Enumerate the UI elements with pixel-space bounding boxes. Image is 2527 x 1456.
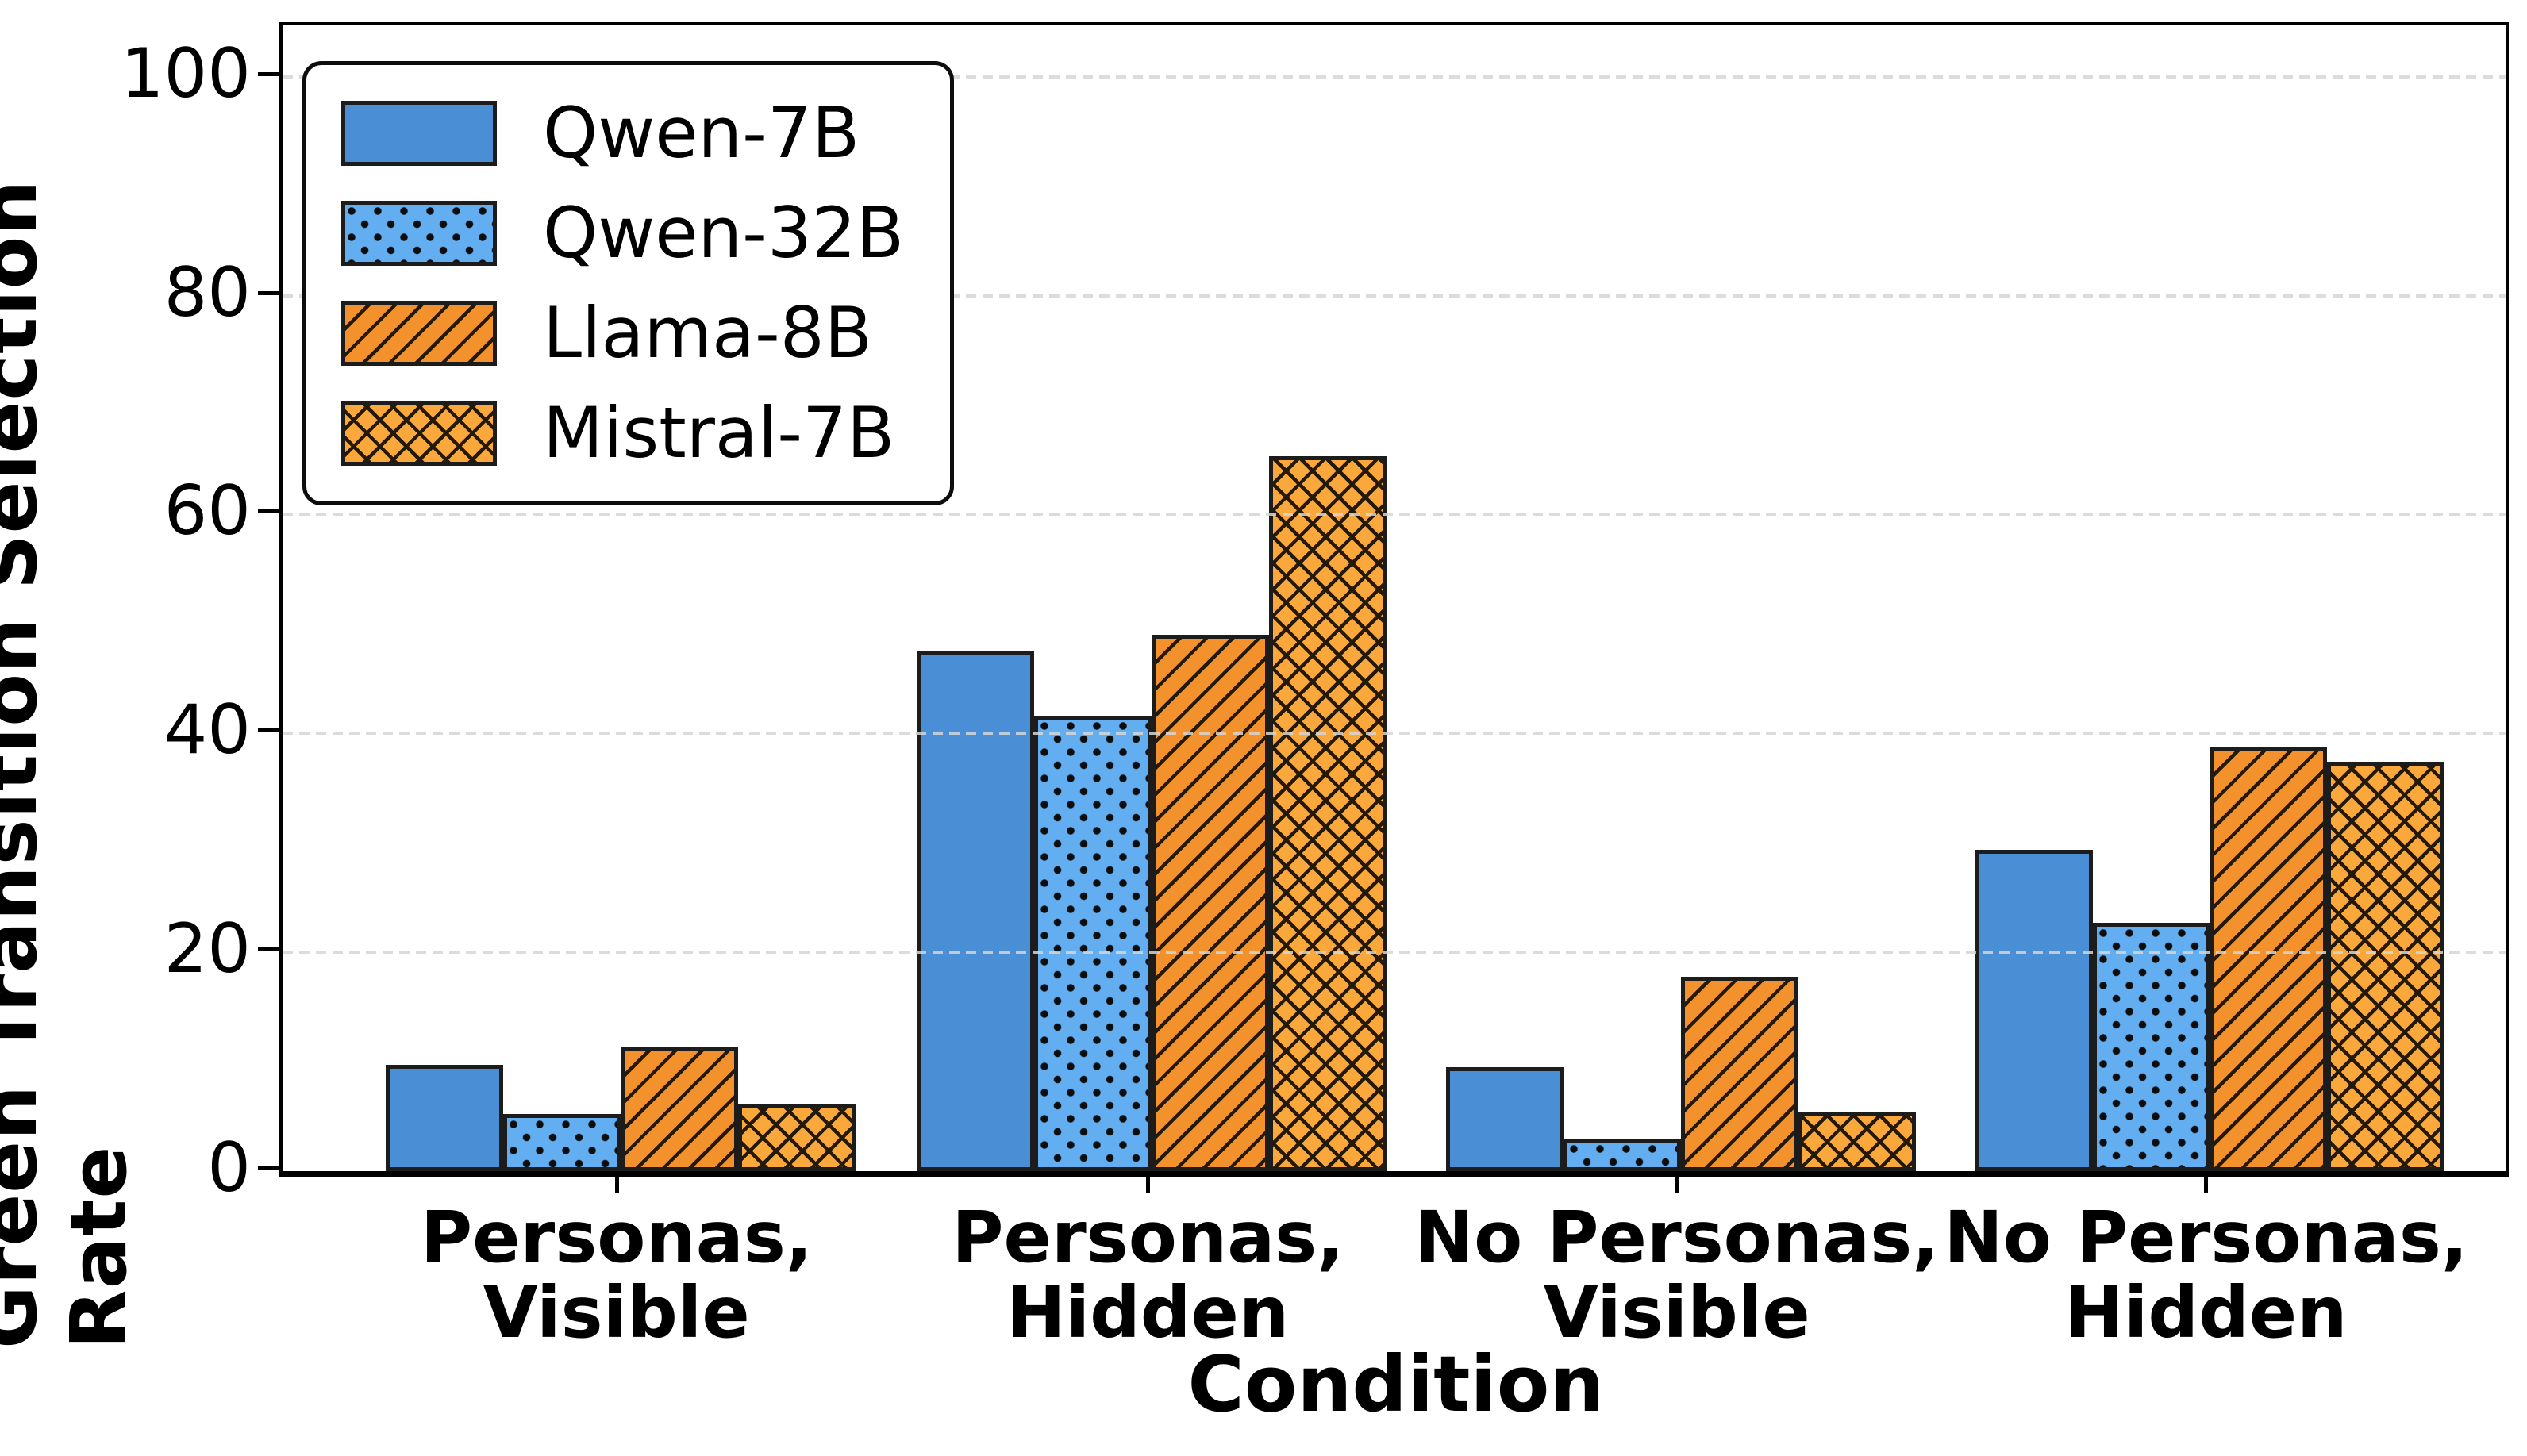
y-tick-mark-100	[258, 71, 279, 76]
y-tick-label-0: 0	[207, 1128, 251, 1208]
bar-Qwen-32B-group4	[2092, 922, 2210, 1171]
bar-Llama-8B-group2	[1152, 635, 1270, 1171]
legend-swatch-diagonal-icon	[341, 301, 497, 366]
legend-item: Qwen-7B	[341, 98, 904, 168]
legend-item: Llama-8B	[341, 298, 904, 368]
bar-Llama-8B-group3	[1680, 976, 1798, 1171]
bar-Qwen-7B-group2	[917, 651, 1035, 1171]
legend-item: Qwen-32B	[341, 198, 904, 268]
bar-Qwen-7B-group4	[1975, 849, 2093, 1171]
x-tick-mark-4	[2204, 1174, 2209, 1193]
bar-Qwen-32B-group2	[1034, 716, 1152, 1171]
bar-Qwen-7B-group1	[385, 1065, 503, 1171]
gridline-40	[283, 732, 2506, 736]
legend-swatch-crosshatch-icon	[341, 401, 497, 466]
x-tick-mark-3	[1675, 1174, 1679, 1193]
legend-label: Qwen-7B	[543, 92, 860, 174]
bar-Llama-8B-group4	[2210, 747, 2328, 1171]
gridline-60	[283, 513, 2506, 517]
y-tick-label-20: 20	[163, 909, 251, 989]
y-tick-mark-20	[258, 947, 279, 952]
legend-label: Mistral-7B	[543, 392, 895, 474]
x-tick-label-4: No Personas, Hidden	[1944, 1196, 2468, 1354]
x-tick-mark-2	[1146, 1174, 1151, 1193]
y-tick-mark-60	[258, 509, 279, 514]
x-tick-label-1: Personas, Visible	[420, 1196, 813, 1354]
x-tick-mark-1	[614, 1174, 619, 1193]
y-tick-mark-40	[258, 728, 279, 733]
y-tick-mark-80	[258, 290, 279, 295]
legend-label: Qwen-32B	[543, 192, 905, 274]
x-axis-title: Condition	[1187, 1339, 1605, 1429]
legend-label: Llama-8B	[543, 292, 873, 374]
legend-swatch-dots-icon	[341, 201, 497, 266]
bar-Llama-8B-group1	[620, 1047, 738, 1171]
legend-swatch-solid-icon	[341, 101, 497, 166]
bar-Mistral-7B-group4	[2327, 762, 2445, 1171]
y-tick-label-100: 100	[120, 33, 251, 113]
y-tick-label-40: 40	[163, 690, 251, 770]
x-tick-label-2: Personas, Hidden	[952, 1196, 1344, 1354]
plot-area: Qwen-7B Qwen-32B Llama-8B Mistral-7B	[279, 22, 2509, 1177]
bar-Qwen-32B-group3	[1563, 1138, 1681, 1171]
bar-Qwen-32B-group1	[502, 1114, 621, 1171]
bar-Mistral-7B-group3	[1798, 1112, 1916, 1171]
bar-Mistral-7B-group1	[737, 1104, 856, 1171]
y-tick-mark-0	[258, 1166, 279, 1170]
bar-Qwen-7B-group3	[1446, 1066, 1564, 1171]
bar-Mistral-7B-group2	[1269, 456, 1387, 1171]
y-tick-label-80: 80	[163, 252, 251, 332]
x-tick-label-3: No Personas, Visible	[1414, 1196, 1940, 1354]
y-tick-label-60: 60	[163, 471, 251, 551]
legend-item: Mistral-7B	[341, 398, 904, 468]
legend-box: Qwen-7B Qwen-32B Llama-8B Mistral-7B	[302, 61, 955, 505]
